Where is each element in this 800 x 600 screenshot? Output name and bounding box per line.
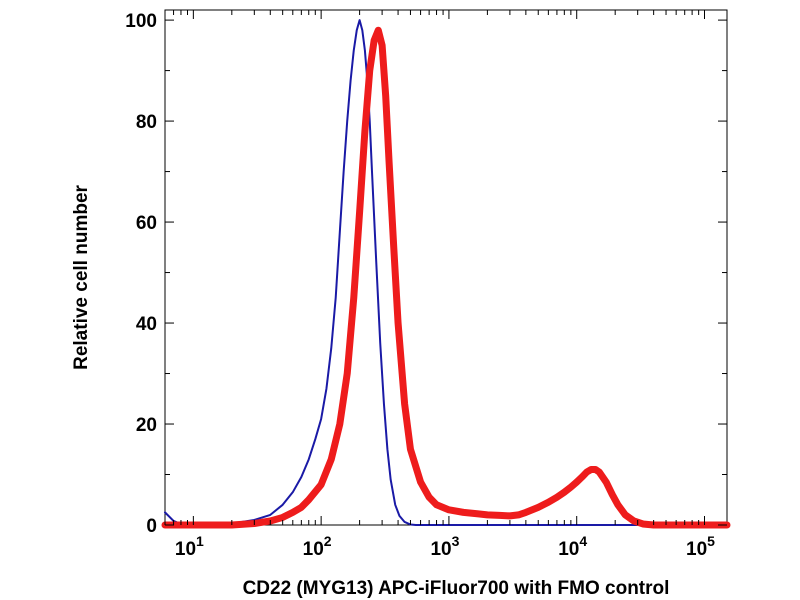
x-tick-base: 10 [430, 539, 451, 560]
x-tick-label: 101 [175, 533, 204, 560]
x-tick-label: 105 [686, 533, 715, 560]
y-tick-label: 0 [146, 516, 157, 537]
x-tick-exponent: 4 [579, 533, 587, 549]
y-tick-label: 60 [136, 213, 157, 234]
x-tick-base: 10 [175, 539, 196, 560]
x-axis-title: CD22 (MYG13) APC-iFluor700 with FMO cont… [243, 578, 670, 599]
series-line-1 [164, 19, 728, 526]
series-line-2 [161, 26, 731, 529]
x-tick-labels: 101 102 103 104 105 [175, 533, 715, 560]
x-tick-base: 10 [686, 539, 707, 560]
y-tick-labels: 0 20 40 60 80 100 [125, 11, 157, 537]
tick-layer [164, 10, 727, 526]
y-tick-label: 40 [136, 314, 157, 335]
x-tick-label: 103 [430, 533, 459, 560]
y-axis-title: Relative cell number [71, 184, 92, 369]
x-tick-exponent: 5 [707, 533, 715, 549]
x-tick-base: 10 [303, 539, 324, 560]
x-tick-exponent: 1 [196, 533, 204, 549]
x-tick-exponent: 2 [324, 533, 332, 549]
y-tick-label: 20 [136, 415, 157, 436]
series-layer [161, 19, 731, 529]
y-tick-label: 100 [125, 11, 157, 32]
y-tick-label: 80 [136, 112, 157, 133]
x-tick-exponent: 3 [452, 533, 460, 549]
x-tick-label: 102 [303, 533, 332, 560]
x-tick-label: 104 [558, 533, 587, 560]
x-tick-base: 10 [558, 539, 579, 560]
